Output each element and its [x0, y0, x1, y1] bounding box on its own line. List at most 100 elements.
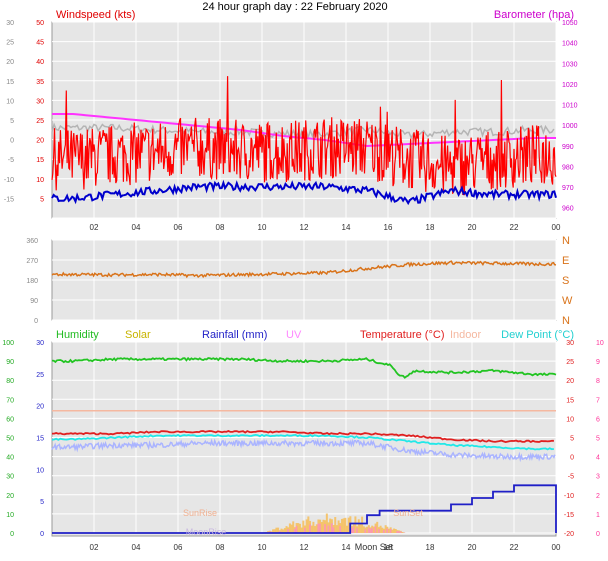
- uv-bar: [396, 530, 399, 533]
- solar-bar: [388, 528, 390, 533]
- humidity-line: [51, 356, 557, 379]
- rainfall-tick-label: 0: [40, 531, 44, 538]
- direction-tick-label: 270: [26, 258, 38, 265]
- temperature-tick-label: -10: [564, 493, 574, 500]
- uv-bar: [304, 527, 306, 533]
- wind-average-line: [51, 179, 557, 206]
- left-tick-label: 30: [6, 20, 14, 27]
- solar-bar: [325, 513, 328, 533]
- moonrise-label: MoonRise: [186, 527, 227, 537]
- x-tick-label: 06: [174, 223, 183, 232]
- uv-tick-label: 4: [596, 455, 600, 462]
- solar-bar: [282, 529, 285, 533]
- legend-uv: UV: [286, 329, 302, 341]
- uv-axis: 0 1 2 3 4 5 6 7 8 9 10: [596, 340, 604, 538]
- solar-bar: [393, 528, 396, 533]
- uv-bar: [369, 529, 372, 533]
- solar-bar: [391, 529, 394, 533]
- humidity-tick-label: 60: [6, 416, 14, 423]
- windspeed-tick-label: 35: [36, 79, 44, 86]
- temperature-tick-label: 0: [570, 455, 574, 462]
- temperature-tick-label: 5: [570, 436, 574, 443]
- solar-bar: [315, 524, 318, 533]
- barometer-label: Barometer (hpa): [494, 9, 574, 21]
- rainfall-tick-label: 30: [36, 340, 44, 347]
- barometer-tick-label: 1040: [562, 41, 578, 48]
- barometer-tick-label: 1050: [562, 20, 578, 27]
- solar-bar: [275, 527, 278, 533]
- x-tick-label: 02: [90, 543, 99, 552]
- x-tick-label: 06: [174, 543, 183, 552]
- compass-tick-label: N: [562, 315, 570, 327]
- solar-bar: [372, 526, 375, 533]
- windspeed-tick-label: 30: [36, 98, 44, 105]
- uv-tick-label: 6: [596, 416, 600, 423]
- solar-bar: [329, 518, 332, 533]
- x-tick-label: 08: [216, 543, 225, 552]
- solar-bar: [298, 523, 301, 533]
- barometer-tick-label: 1030: [562, 61, 578, 68]
- humidity-tick-label: 40: [6, 455, 14, 462]
- x-tick-label: 16: [384, 223, 393, 232]
- legend-rainfall: Rainfall (mm): [202, 329, 267, 341]
- humidity-tick-label: 90: [6, 359, 14, 366]
- sunset-label: SunSet: [393, 508, 423, 518]
- chart-title: 24 hour graph day : 22 February 2020: [202, 1, 387, 13]
- solar-bar: [292, 521, 295, 533]
- compass-tick-label: E: [562, 255, 569, 267]
- dewpoint-line: [51, 433, 554, 451]
- uv-tick-label: 2: [596, 493, 600, 500]
- solar-bar: [346, 525, 348, 533]
- left-tick-label: 25: [6, 40, 14, 47]
- uv-bar: [364, 529, 367, 533]
- uv-tick-label: 7: [596, 397, 600, 404]
- uv-bar: [367, 527, 370, 533]
- humidity-tick-label: 100: [2, 340, 14, 347]
- uv-tick-label: 0: [596, 531, 600, 538]
- x-tick-label: 22: [510, 543, 519, 552]
- solar-bar: [354, 516, 357, 533]
- x-tick-label: 04: [132, 223, 141, 232]
- direction-series: [51, 260, 557, 279]
- solar-bar: [305, 519, 308, 533]
- top-windspeed-axis: 5 10 15 20 25 30 35 40 45 50: [36, 20, 44, 203]
- mid-grid: [52, 239, 557, 321]
- windspeed-tick-label: 50: [36, 20, 44, 27]
- left-tick-label: 10: [6, 98, 14, 105]
- solar-bar: [361, 516, 364, 533]
- uv-tick-label: 5: [596, 436, 600, 443]
- uv-bar: [374, 526, 377, 533]
- solar-bar: [394, 528, 397, 533]
- gray-series-line: [51, 122, 555, 141]
- rainfall-axis: 0 5 10 15 20 25 30: [36, 340, 44, 538]
- uv-bar: [309, 524, 312, 533]
- uv-bar: [293, 528, 296, 533]
- uv-tick-label: 1: [596, 512, 600, 519]
- x-tick-label: 08: [216, 223, 225, 232]
- top-barometer-axis: 960 970 980 990 1000 1010 1020 1030 1040 1050: [562, 20, 578, 213]
- x-tick-label: 18: [426, 223, 435, 232]
- solar-bar: [337, 520, 340, 533]
- humidity-tick-label: 50: [6, 436, 14, 443]
- humidity-tick-label: 0: [10, 531, 14, 538]
- uv-bar: [332, 527, 335, 533]
- x-tick-label: 12: [300, 543, 309, 552]
- uv-bar: [330, 523, 333, 533]
- solar-bar: [357, 519, 360, 533]
- x-tick-label: 00: [552, 223, 561, 232]
- solar-bar: [285, 526, 288, 533]
- windspeed-tick-label: 25: [36, 118, 44, 125]
- rainfall-tick-label: 5: [40, 499, 44, 506]
- uv-bar: [352, 526, 355, 533]
- windspeed-tick-label: 45: [36, 40, 44, 47]
- barometer-tick-label: 1010: [562, 103, 578, 110]
- x-tick-label: 10: [258, 543, 267, 552]
- humidity-tick-label: 30: [6, 474, 14, 481]
- left-tick-label: -10: [4, 177, 14, 184]
- wind-direction-line: [51, 260, 557, 279]
- x-tick-label: 16: [384, 543, 393, 552]
- top-series: [51, 76, 557, 206]
- uv-bar: [351, 528, 354, 533]
- solar-bar: [366, 526, 369, 533]
